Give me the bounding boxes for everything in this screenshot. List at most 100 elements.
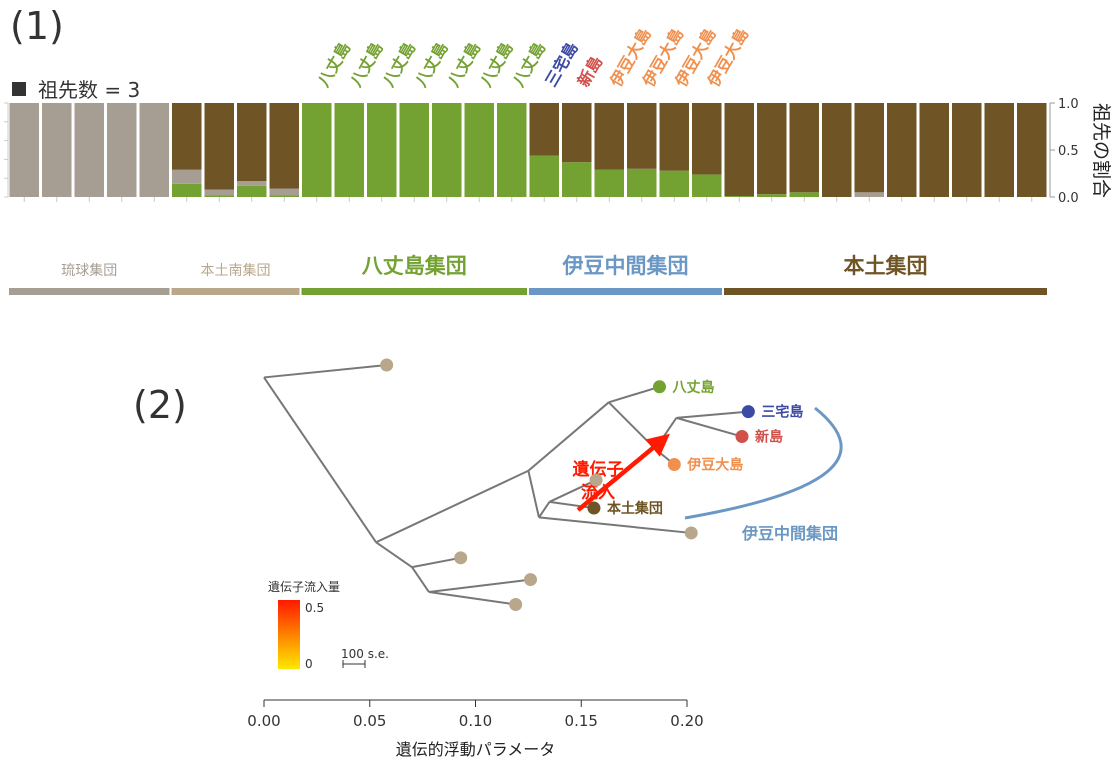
sample-label: 八丈島 [411, 39, 452, 91]
ancestry-bar-green [302, 103, 332, 197]
ancestry-bar-green [659, 170, 689, 197]
tree-branch [428, 591, 516, 606]
y-tick-label: 0.0 [1058, 191, 1079, 206]
ancestry-bar-green [757, 194, 787, 197]
ancestry-bar-gray [42, 103, 72, 197]
tree-branch [549, 479, 597, 503]
ancestry-bar-green [724, 196, 754, 197]
ancestry-bar-green [627, 168, 657, 197]
leaf-label: 伊豆大島 [686, 457, 743, 474]
ancestry-bar-green [334, 103, 364, 197]
sample-label: 八丈島 [378, 39, 419, 91]
sample-label: 八丈島 [443, 39, 484, 91]
leaf-point [509, 597, 523, 611]
izu-bracket-label: 伊豆中間集団 [741, 524, 838, 543]
ancestry-bar-brown [919, 103, 949, 197]
tree-branch [263, 364, 387, 379]
ancestry-bar-green [237, 185, 267, 197]
leaf-point [667, 458, 681, 472]
y-tick-label: 1.0 [1058, 97, 1079, 112]
ancestry-bar-green [172, 183, 202, 197]
tree-branch [549, 500, 595, 510]
migration-label: 遺伝子 [573, 459, 624, 480]
ancestry-bar-gray [204, 189, 234, 196]
x-tick-label: 0.00 [247, 712, 280, 730]
tree-branch [538, 516, 692, 534]
leaf-point [735, 430, 749, 444]
leaf-point [380, 358, 394, 372]
ancestry-bar-gray [237, 181, 267, 186]
ancestry-bar-green [367, 103, 397, 197]
leaf-point [589, 473, 603, 487]
ancestry-bar-green [594, 169, 624, 197]
leaf-point [587, 501, 601, 515]
ancestry-bar-gray [107, 103, 137, 197]
ancestry-bar-gray [269, 188, 299, 196]
leaf-point [653, 380, 667, 394]
tree-branch [263, 376, 377, 543]
group-label: 八丈島集団 [362, 254, 467, 278]
x-tick-label: 0.05 [353, 712, 386, 730]
tree-branch [608, 401, 656, 450]
x-tick-label: 0.20 [670, 712, 703, 730]
ancestry-bar-green [399, 103, 429, 197]
ancestry-bar-brown [724, 103, 754, 197]
ancestry-bar-green [692, 174, 722, 197]
migration-arrow [576, 433, 670, 512]
tree-branch [375, 469, 529, 544]
migration-label: 流入 [581, 482, 615, 503]
ancestry-bar-brown [237, 103, 267, 182]
tree-branch [608, 385, 660, 404]
ancestry-bar-brown [172, 103, 202, 170]
tree-branch [676, 410, 749, 419]
ancestry-bar-green [562, 162, 592, 197]
ancestry-bar-gray [139, 103, 169, 197]
izu-bracket [684, 406, 843, 520]
group-bar [171, 288, 300, 295]
tree-branch [527, 401, 610, 472]
x-axis-title: 遺伝的浮動パラメータ [396, 740, 556, 759]
ancestry-bar-green [464, 103, 494, 197]
leaf-label: 八丈島 [672, 379, 715, 396]
ancestry-bar-green [529, 155, 559, 197]
leaf-point [523, 573, 537, 587]
x-tick-label: 0.10 [459, 712, 492, 730]
x-tick-label: 0.15 [565, 712, 598, 730]
ancestry-bar-gray [74, 103, 104, 197]
ancestry-bar-green [269, 195, 299, 197]
leaf-point [684, 526, 698, 540]
ancestry-bar-brown [269, 103, 299, 189]
tree-branch [428, 578, 531, 594]
tree-branch [411, 556, 461, 569]
sample-label: 新島 [574, 53, 606, 90]
tree-branch [538, 501, 551, 518]
ancestry-bar-green [204, 195, 234, 197]
ancestry-bar-brown [887, 103, 917, 197]
ancestry-bar-brown [204, 103, 234, 190]
legend-title: 遺伝子流入量 [268, 579, 340, 594]
legend-tick-label: 0 [305, 657, 313, 671]
ancestry-bar-brown [562, 103, 592, 163]
leaf-label: 本土集団 [607, 500, 663, 517]
sample-label: 八丈島 [508, 39, 549, 91]
ancestry-bar-brown [822, 103, 852, 197]
ancestry-bar-brown [529, 103, 559, 156]
group-label: 本土集団 [844, 254, 928, 278]
tree-branch [676, 416, 743, 438]
legend-tick-label: 0.5 [305, 601, 324, 615]
group-bar [9, 288, 170, 295]
group-label: 琉球集団 [61, 262, 117, 279]
y-axis-title: 祖先の割合 [1090, 103, 1112, 198]
group-bar [301, 288, 527, 295]
panel-label-1: (1) [10, 4, 64, 48]
ancestry-bar-brown [757, 103, 787, 195]
tree-branch [411, 566, 430, 593]
leaf-label: 三宅島 [761, 404, 803, 421]
sample-label: 八丈島 [476, 39, 517, 91]
ancestry-bar-green [497, 103, 527, 197]
ancestry-bar-gray [172, 169, 202, 184]
scale-bar-label: 100 s.e. [341, 647, 389, 661]
ancestry-bar-brown [594, 103, 624, 170]
